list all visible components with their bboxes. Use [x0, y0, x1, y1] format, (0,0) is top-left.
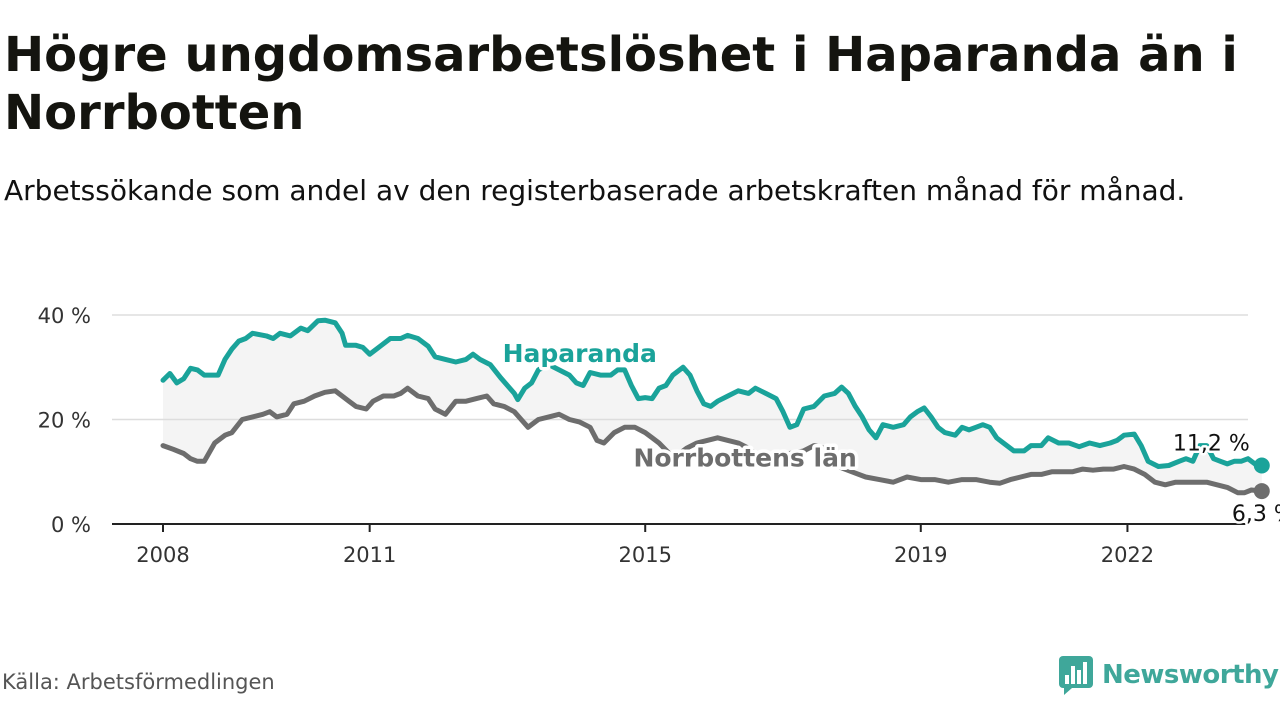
x-tick-label: 2011 [343, 543, 396, 567]
x-tick-label: 2022 [1101, 543, 1154, 567]
x-tick-label: 2019 [894, 543, 947, 567]
series-label-haparanda: Haparanda [503, 339, 657, 368]
x-tick-label: 2008 [136, 543, 189, 567]
bar-chart-logo-icon [1059, 656, 1093, 695]
series-label-norrbottens-l-n: Norrbottens län [633, 444, 856, 473]
y-tick-label: 20 % [38, 409, 91, 433]
brand-logo: Newsworthy [1058, 654, 1279, 696]
series-end-marker-norrbottens-l-n [1253, 483, 1270, 500]
page-title: Högre ungdomsarbetslöshet i Haparanda än… [4, 27, 1238, 141]
chart-lines [160, 317, 1270, 500]
chart-labels: 0 % 20 % 40 % 2008 2011 2015 2019 2022 11,2 % 6,3… [38, 304, 1280, 567]
page-subtitle: Arbetssökande som andel av den registerb… [4, 174, 1186, 207]
y-tick-label: 40 % [38, 304, 91, 328]
brand-name: Newsworthy [1102, 660, 1279, 690]
series-end-marker-haparanda [1253, 457, 1270, 474]
x-tick-label: 2015 [618, 543, 671, 567]
series-line-haparanda [160, 317, 1265, 469]
chart: 0 % 20 % 40 % 2008 2011 2015 2019 2022 11,2 % 6,3… [38, 304, 1280, 567]
source-note: Källa: Arbetsförmedlingen [2, 670, 275, 694]
end-value-label-haparanda: 11,2 % [1173, 431, 1250, 456]
end-value-label-norrbottens-l-n: 6,3 % [1232, 502, 1280, 527]
y-tick-label: 0 % [51, 513, 91, 537]
series-line-norrbottens-l-n [160, 385, 1265, 496]
chart-grid [112, 314, 1248, 532]
